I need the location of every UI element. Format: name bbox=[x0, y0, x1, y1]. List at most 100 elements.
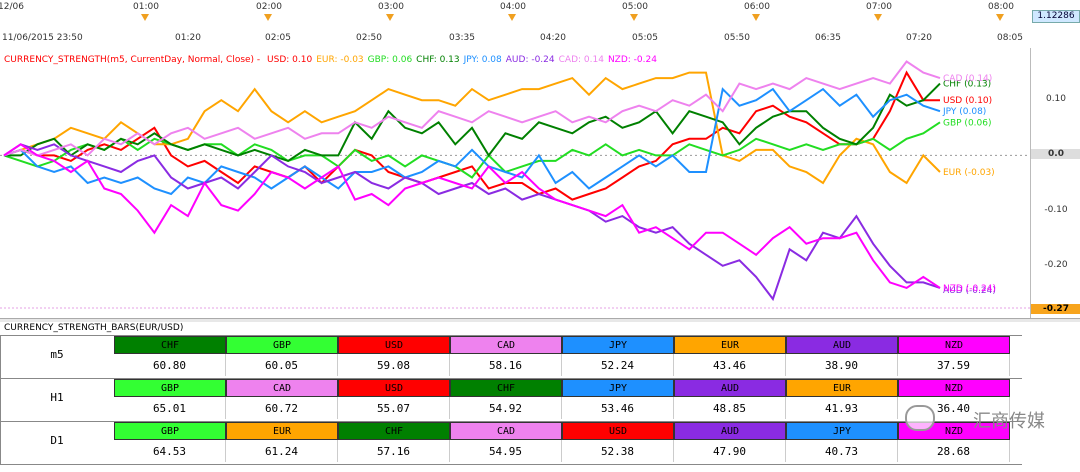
strength-value: 65.01 bbox=[114, 397, 226, 419]
strength-cell-jpy: JPY 40.73 bbox=[786, 422, 898, 464]
bars-row-h1: H1 GBP 65.01 CAD 60.72 USD 55.07 CHF 54.92 JPY 53.… bbox=[0, 378, 1024, 422]
strength-cell-gbp: GBP 64.53 bbox=[114, 422, 226, 464]
strength-value: 54.92 bbox=[450, 397, 562, 419]
panel-separator[interactable] bbox=[0, 318, 1080, 322]
currency-name: CAD bbox=[226, 379, 338, 397]
readout-jpy: JPY: 0.08 bbox=[463, 55, 502, 65]
top-time-scale: 12/06 01:00 02:00 03:00 04:00 05:00 06:00 07:00… bbox=[0, 0, 1030, 31]
bars-row-label: m5 bbox=[50, 348, 64, 361]
strength-cell-jpy: JPY 53.46 bbox=[562, 379, 674, 421]
strength-value: 61.24 bbox=[226, 440, 338, 462]
strength-cell-nzd: NZD 36.40 bbox=[898, 379, 1010, 421]
strength-cell-usd: USD 55.07 bbox=[338, 379, 450, 421]
strength-value: 52.38 bbox=[562, 440, 674, 462]
currency-name: GBP bbox=[226, 336, 338, 354]
strength-cell-usd: USD 52.38 bbox=[562, 422, 674, 464]
currency-strength-chart[interactable]: USD (0.10) EUR (-0.03) GBP (0.06) CHF (0.13… bbox=[0, 48, 1030, 318]
top-scale-label: 07:00 bbox=[866, 2, 892, 12]
strength-value: 36.40 bbox=[898, 397, 1010, 419]
strength-cell-gbp: GBP 60.05 bbox=[226, 336, 338, 378]
top-scale-label: 12/06 bbox=[0, 2, 24, 12]
axis-tick-label: 0.0 bbox=[1031, 149, 1080, 160]
right-value-axis: 0.10 0.0 -0.10 -0.20 -0.27 bbox=[1030, 48, 1080, 318]
date-scale-label: 05:50 bbox=[724, 33, 750, 43]
right-panel-blank bbox=[1022, 335, 1080, 472]
strength-cell-aud: AUD 38.90 bbox=[786, 336, 898, 378]
date-scale-label: 08:05 bbox=[997, 33, 1023, 43]
date-scale-label: 04:20 bbox=[540, 33, 566, 43]
last-value-badge: -0.27 bbox=[1031, 304, 1080, 314]
strength-value: 48.85 bbox=[674, 397, 786, 419]
currency-name: EUR bbox=[674, 336, 786, 354]
strength-cell-chf: CHF 54.92 bbox=[450, 379, 562, 421]
readout-chf: CHF: 0.13 bbox=[416, 55, 460, 65]
currency-name: GBP bbox=[114, 422, 226, 440]
currency-name: AUD bbox=[786, 336, 898, 354]
readout-nzd: NZD: -0.24 bbox=[607, 55, 657, 65]
time-marker-icon[interactable] bbox=[508, 14, 516, 21]
series-line-eur[interactable] bbox=[3, 71, 941, 185]
series-line-chf[interactable] bbox=[4, 82, 941, 163]
time-marker-icon[interactable] bbox=[264, 14, 272, 21]
date-scale-label: 01:20 bbox=[175, 33, 201, 43]
series-end-label-cad: CAD (0.14) bbox=[943, 74, 992, 84]
strength-cell-aud: AUD 47.90 bbox=[674, 422, 786, 464]
series-line-jpy[interactable] bbox=[3, 87, 941, 196]
top-scale-label: 03:00 bbox=[378, 2, 404, 12]
strength-value: 64.53 bbox=[114, 440, 226, 462]
time-marker-icon[interactable] bbox=[630, 14, 638, 21]
series-end-label-chf: CHF (0.13) bbox=[943, 80, 991, 90]
strength-value: 59.08 bbox=[338, 354, 450, 376]
strength-cell-aud: AUD 48.85 bbox=[674, 379, 786, 421]
currency-name: JPY bbox=[562, 336, 674, 354]
top-scale-label: 02:00 bbox=[256, 2, 282, 12]
time-marker-icon[interactable] bbox=[996, 14, 1004, 21]
currency-name: CHF bbox=[450, 379, 562, 397]
time-marker-icon[interactable] bbox=[386, 14, 394, 21]
bars-title: CURRENCY_STRENGTH_BARS(EUR/USD) bbox=[4, 323, 184, 333]
time-marker-icon[interactable] bbox=[874, 14, 882, 21]
strength-cell-usd: USD 59.08 bbox=[338, 336, 450, 378]
strength-value: 60.80 bbox=[114, 354, 226, 376]
indicator-name: CURRENCY_STRENGTH(m5, CurrentDay, Normal… bbox=[4, 55, 261, 65]
strength-cell-chf: CHF 57.16 bbox=[338, 422, 450, 464]
strength-cell-cad: CAD 54.95 bbox=[450, 422, 562, 464]
strength-value: 52.24 bbox=[562, 354, 674, 376]
strength-value: 41.93 bbox=[786, 397, 898, 419]
strength-cell-chf: CHF 60.80 bbox=[114, 336, 226, 378]
readout-gbp: GBP: 0.06 bbox=[367, 55, 413, 65]
series-end-label-usd: USD (0.10) bbox=[943, 96, 992, 106]
strength-value: 55.07 bbox=[338, 397, 450, 419]
bars-row-d1: D1 GBP 64.53 EUR 61.24 CHF 57.16 CAD 54.95 USD 52.… bbox=[0, 421, 1024, 465]
readout-usd: USD: 0.10 bbox=[267, 55, 313, 65]
series-line-cad[interactable] bbox=[3, 60, 941, 157]
currency-name: JPY bbox=[562, 379, 674, 397]
strength-value: 57.16 bbox=[338, 440, 450, 462]
date-scale-label: 11/06/2015 23:50 bbox=[2, 33, 83, 43]
bars-row-label: H1 bbox=[50, 391, 64, 404]
currency-name: CAD bbox=[450, 336, 562, 354]
strength-value: 38.90 bbox=[786, 354, 898, 376]
strength-cell-eur: EUR 61.24 bbox=[226, 422, 338, 464]
series-end-label-jpy: JPY (0.08) bbox=[942, 107, 986, 117]
strength-value: 60.05 bbox=[226, 354, 338, 376]
time-marker-icon[interactable] bbox=[141, 14, 149, 21]
readout-eur: EUR: -0.03 bbox=[316, 55, 364, 65]
currency-name: EUR bbox=[226, 422, 338, 440]
top-scale-label: 08:00 bbox=[988, 2, 1014, 12]
series-line-nzd[interactable] bbox=[3, 143, 941, 290]
date-scale-label: 05:05 bbox=[632, 33, 658, 43]
series-end-label-aud: AUD (-0.24) bbox=[943, 286, 996, 296]
currency-name: USD bbox=[338, 379, 450, 397]
series-line-aud[interactable] bbox=[3, 143, 941, 302]
currency-name: USD bbox=[562, 422, 674, 440]
currency-name: EUR bbox=[786, 379, 898, 397]
series-end-label-gbp: GBP (0.06) bbox=[943, 118, 992, 128]
date-scale: 11/06/2015 23:50 01:20 02:05 02:50 03:35 04:2… bbox=[0, 30, 1030, 49]
strength-cell-eur: EUR 41.93 bbox=[786, 379, 898, 421]
top-scale-label: 01:00 bbox=[133, 2, 159, 12]
time-marker-icon[interactable] bbox=[752, 14, 760, 21]
date-scale-label: 03:35 bbox=[449, 33, 475, 43]
top-scale-label: 04:00 bbox=[500, 2, 526, 12]
strength-cell-jpy: JPY 52.24 bbox=[562, 336, 674, 378]
